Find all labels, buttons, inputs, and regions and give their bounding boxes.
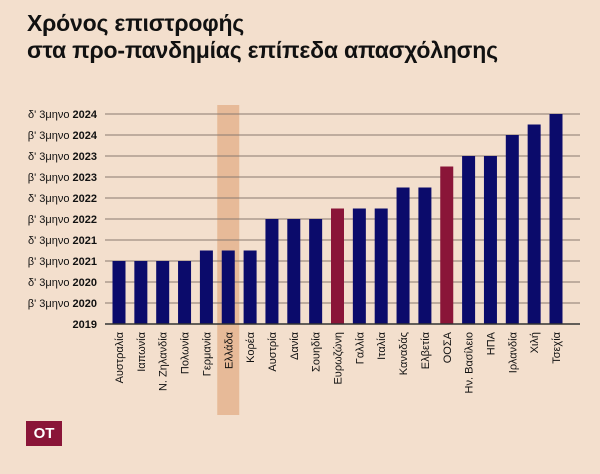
y-tick-year: 2019 [73,319,97,331]
y-tick-prefix: β' 3μηνο [28,298,73,310]
bar [287,219,301,324]
y-tick-label: δ' 3μηνο 2021 [28,235,97,247]
y-tick-label: 2019 [73,319,97,331]
bar [418,187,432,324]
x-tick-label: Τσεχία [551,331,563,363]
x-tick-label: Ελβετία [420,331,432,369]
y-tick-prefix: β' 3μηνο [28,172,73,184]
chart-title: Χρόνος επιστροφής στα προ-πανδημίας επίπ… [27,10,498,64]
x-tick-label: Ιαπωνία [136,331,148,371]
x-tick-label: Ιταλία [376,331,388,360]
y-tick-year: 2022 [73,214,97,226]
x-tick-label: Ιρλανδία [507,331,519,373]
bar [352,208,366,324]
bar [112,261,126,324]
y-tick-prefix: δ' 3μηνο [28,277,73,289]
bar [221,250,235,324]
bar [199,250,213,324]
bar [440,166,454,324]
x-tick-label: Χιλή [529,332,541,353]
bar [527,124,541,324]
bar [265,219,279,324]
y-tick-prefix: δ' 3μηνο [28,109,73,121]
y-tick-label: δ' 3μηνο 2024 [28,109,98,121]
y-tick-year: 2020 [73,277,97,289]
y-tick-prefix: β' 3μηνο [28,130,73,142]
x-tick-label: Αυστραλία [114,331,126,383]
bar [178,261,192,324]
y-tick-prefix: δ' 3μηνο [28,193,73,205]
x-tick-label: Καναδάς [398,332,410,375]
y-tick-label: δ' 3μηνο 2020 [28,277,97,289]
bar [309,219,323,324]
y-tick-label: δ' 3μηνο 2022 [28,193,97,205]
y-tick-year: 2022 [73,193,97,205]
x-tick-label: Κορέα [245,331,257,362]
y-tick-year: 2020 [73,298,97,310]
y-tick-year: 2021 [73,256,97,268]
y-tick-prefix: β' 3μηνο [28,256,73,268]
y-tick-prefix: δ' 3μηνο [28,151,73,163]
x-tick-label: ΗΠΑ [485,331,497,355]
y-tick-label: β' 3μηνο 2022 [28,214,97,226]
x-tick-label: Ελλάδα [223,331,235,369]
bar [156,261,170,324]
x-tick-label: Ην. Βασίλειο [464,332,476,393]
title-line-1: Χρόνος επιστροφής [27,10,245,36]
y-tick-year: 2024 [73,109,98,121]
bar [462,156,476,324]
bar [396,187,410,324]
x-tick-label: Αυστρία [267,331,279,371]
bar [549,114,563,324]
bar [483,156,497,324]
x-tick-label: Σουηδία [311,331,323,372]
bar [134,261,148,324]
bar [331,208,344,324]
bar [374,208,388,324]
bar [505,135,519,324]
y-tick-label: δ' 3μηνο 2023 [28,151,97,163]
y-tick-prefix: δ' 3μηνο [28,235,73,247]
x-tick-label: ΟΟΣΑ [442,331,454,363]
y-tick-label: β' 3μηνο 2020 [28,298,97,310]
y-tick-year: 2023 [73,172,97,184]
title-line-2: στα προ-πανδημίας επίπεδα απασχόλησης [27,37,498,63]
x-tick-label: Δανία [289,331,301,360]
ot-logo: OT [26,421,62,446]
x-tick-label: Ν. Ζηλανδία [158,331,170,391]
y-tick-label: β' 3μηνο 2023 [28,172,97,184]
x-tick-label: Ευρωζώνη [333,332,345,385]
y-tick-label: β' 3μηνο 2021 [28,256,97,268]
x-tick-label: Γαλλία [354,331,366,364]
y-tick-prefix: β' 3μηνο [28,214,73,226]
x-tick-label: Γερμανία [201,331,213,376]
bar [243,250,257,324]
y-tick-year: 2021 [73,235,97,247]
y-tick-year: 2023 [73,151,97,163]
y-tick-label: β' 3μηνο 2024 [28,130,98,142]
y-tick-year: 2024 [73,130,98,142]
x-tick-label: Πολωνία [180,331,192,374]
